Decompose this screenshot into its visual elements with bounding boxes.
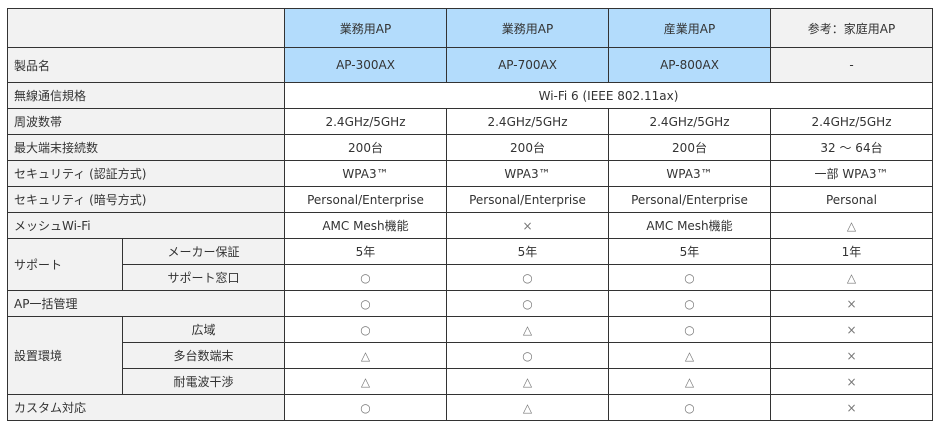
row-label: カスタム対応 bbox=[7, 394, 285, 421]
value-cell: ○ bbox=[608, 264, 771, 291]
value-cell: △ bbox=[770, 264, 933, 291]
sub-label: メーカー保証 bbox=[122, 238, 285, 265]
row-label: セキュリティ (認証方式) bbox=[7, 160, 285, 187]
value-cell: AMC Mesh機能 bbox=[284, 212, 447, 239]
value-cell: △ bbox=[284, 342, 447, 369]
value-cell: WPA3™ bbox=[608, 160, 771, 187]
value-cell: AMC Mesh機能 bbox=[608, 212, 771, 239]
value-cell: ○ bbox=[608, 394, 771, 421]
table-row: 最大端末接続数 200台 200台 200台 32 〜 64台 bbox=[7, 134, 933, 161]
column-header: 業務用AP bbox=[446, 8, 609, 48]
group-label: 設置環境 bbox=[7, 316, 123, 395]
value-cell: ○ bbox=[284, 264, 447, 291]
value-cell: ○ bbox=[446, 264, 609, 291]
value-cell: 5年 bbox=[446, 238, 609, 265]
value-cell: △ bbox=[284, 368, 447, 395]
value-cell: 32 〜 64台 bbox=[770, 134, 933, 161]
row-label: メッシュWi-Fi bbox=[7, 212, 285, 239]
table-row: サポート メーカー保証 5年 5年 5年 1年 bbox=[7, 238, 933, 291]
value-cell: △ bbox=[446, 368, 609, 395]
value-cell: ○ bbox=[446, 342, 609, 369]
value-cell: 2.4GHz/5GHz bbox=[770, 108, 933, 135]
row-label: AP一括管理 bbox=[7, 290, 285, 317]
value-cell: 2.4GHz/5GHz bbox=[608, 108, 771, 135]
value-cell: Wi-Fi 6 (IEEE 802.11ax) bbox=[284, 82, 933, 109]
value-cell: 1年 bbox=[770, 238, 933, 265]
value-cell: Personal/Enterprise bbox=[446, 186, 609, 213]
sub-label: 耐電波干渉 bbox=[122, 368, 285, 395]
table-row: 耐電波干渉 △ △ △ × bbox=[8, 368, 933, 395]
value-cell: Personal/Enterprise bbox=[608, 186, 771, 213]
value-cell: WPA3™ bbox=[284, 160, 447, 187]
column-header: 参考：家庭用AP bbox=[770, 8, 933, 48]
value-cell: ○ bbox=[284, 290, 447, 317]
value-cell: △ bbox=[446, 316, 609, 343]
value-cell: △ bbox=[608, 342, 771, 369]
value-cell: 200台 bbox=[446, 134, 609, 161]
table-row: AP一括管理 ○ ○ ○ × bbox=[7, 290, 933, 317]
value-cell: AP-300AX bbox=[284, 47, 447, 83]
value-cell: 5年 bbox=[608, 238, 771, 265]
table-row: メッシュWi-Fi AMC Mesh機能 × AMC Mesh機能 △ bbox=[7, 212, 933, 239]
sub-label: サポート窓口 bbox=[122, 264, 285, 291]
value-cell: 2.4GHz/5GHz bbox=[446, 108, 609, 135]
table-row: 無線通信規格 Wi-Fi 6 (IEEE 802.11ax) bbox=[7, 82, 933, 109]
value-cell: Personal/Enterprise bbox=[284, 186, 447, 213]
table-row: セキュリティ (認証方式) WPA3™ WPA3™ WPA3™ 一部 WPA3™ bbox=[7, 160, 933, 187]
table-row: カスタム対応 ○ △ ○ × bbox=[7, 394, 933, 421]
value-cell: AP-700AX bbox=[446, 47, 609, 83]
column-header: 業務用AP bbox=[284, 8, 447, 48]
value-cell: 200台 bbox=[284, 134, 447, 161]
table-row: 多台数端末 △ ○ △ × bbox=[8, 342, 933, 369]
value-cell: 5年 bbox=[284, 238, 447, 265]
table-row: 業務用AP 業務用AP 産業用AP 参考：家庭用AP bbox=[7, 8, 933, 48]
table-row: セキュリティ (暗号方式) Personal/Enterprise Personal… bbox=[7, 186, 933, 213]
value-cell: WPA3™ bbox=[446, 160, 609, 187]
row-label: 最大端末接続数 bbox=[7, 134, 285, 161]
value-cell: × bbox=[770, 342, 933, 369]
value-cell: △ bbox=[770, 212, 933, 239]
value-cell: × bbox=[770, 316, 933, 343]
group-label: サポート bbox=[7, 238, 123, 291]
value-cell: × bbox=[446, 212, 609, 239]
row-label: 無線通信規格 bbox=[7, 82, 285, 109]
value-cell: × bbox=[770, 290, 933, 317]
value-cell: ○ bbox=[284, 394, 447, 421]
table-row: サポート窓口 ○ ○ ○ △ bbox=[8, 264, 933, 291]
value-cell: 200台 bbox=[608, 134, 771, 161]
row-label: 周波数帯 bbox=[7, 108, 285, 135]
sub-label: 多台数端末 bbox=[122, 342, 285, 369]
value-cell: 一部 WPA3™ bbox=[770, 160, 933, 187]
comparison-table: 業務用AP 業務用AP 産業用AP 参考：家庭用AP 製品名 AP-300AX AP-700… bbox=[7, 8, 933, 421]
row-label: 製品名 bbox=[7, 47, 285, 83]
value-cell: - bbox=[770, 47, 933, 83]
sub-label: 広域 bbox=[122, 316, 285, 343]
value-cell: ○ bbox=[446, 290, 609, 317]
column-header: 産業用AP bbox=[608, 8, 771, 48]
table-row: 設置環境 広域 ○ △ ○ × bbox=[7, 316, 933, 395]
value-cell: ○ bbox=[608, 290, 771, 317]
table-row: 製品名 AP-300AX AP-700AX AP-800AX - bbox=[7, 47, 933, 83]
value-cell: △ bbox=[608, 368, 771, 395]
value-cell: 2.4GHz/5GHz bbox=[284, 108, 447, 135]
corner-cell bbox=[7, 8, 285, 48]
table-row: 周波数帯 2.4GHz/5GHz 2.4GHz/5GHz 2.4GHz/5GHz 2.4… bbox=[7, 108, 933, 135]
value-cell: Personal bbox=[770, 186, 933, 213]
row-label: セキュリティ (暗号方式) bbox=[7, 186, 285, 213]
value-cell: AP-800AX bbox=[608, 47, 771, 83]
value-cell: × bbox=[770, 394, 933, 421]
value-cell: × bbox=[770, 368, 933, 395]
value-cell: △ bbox=[446, 394, 609, 421]
value-cell: ○ bbox=[284, 316, 447, 343]
value-cell: ○ bbox=[608, 316, 771, 343]
